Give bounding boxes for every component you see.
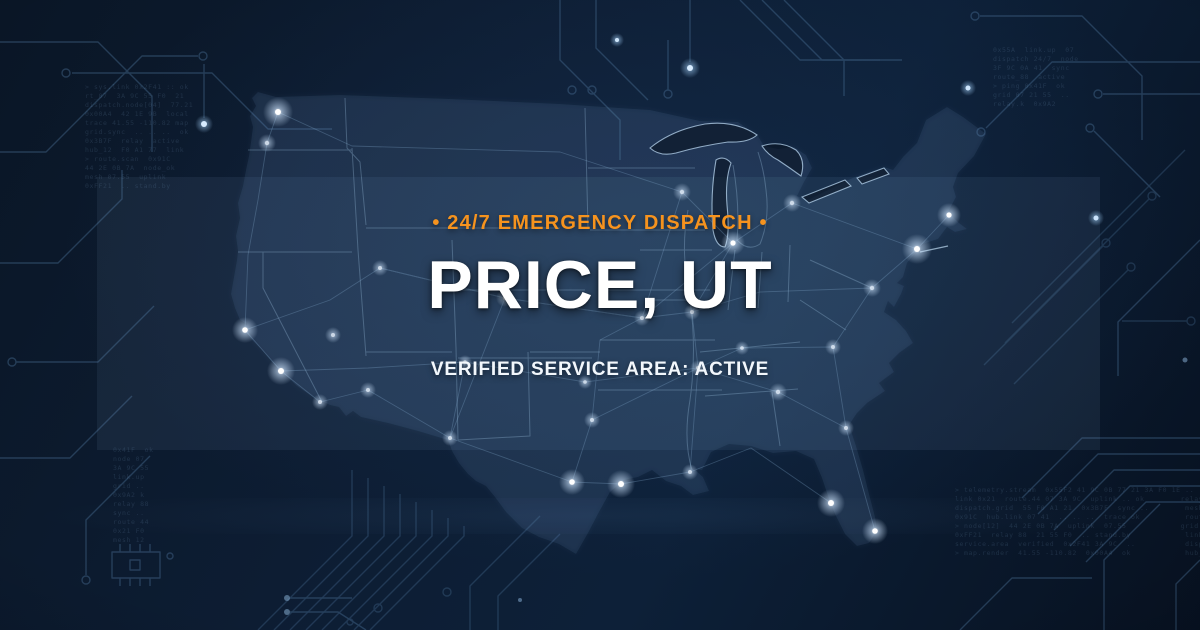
city-title: PRICE, UT <box>427 247 773 323</box>
headline-stack: • 24/7 EMERGENCY DISPATCH • PRICE, UT VE… <box>0 210 1200 382</box>
tagline-text: • 24/7 EMERGENCY DISPATCH • <box>432 212 768 234</box>
status-line: VERIFIED SERVICE AREA: ACTIVE <box>430 359 770 380</box>
